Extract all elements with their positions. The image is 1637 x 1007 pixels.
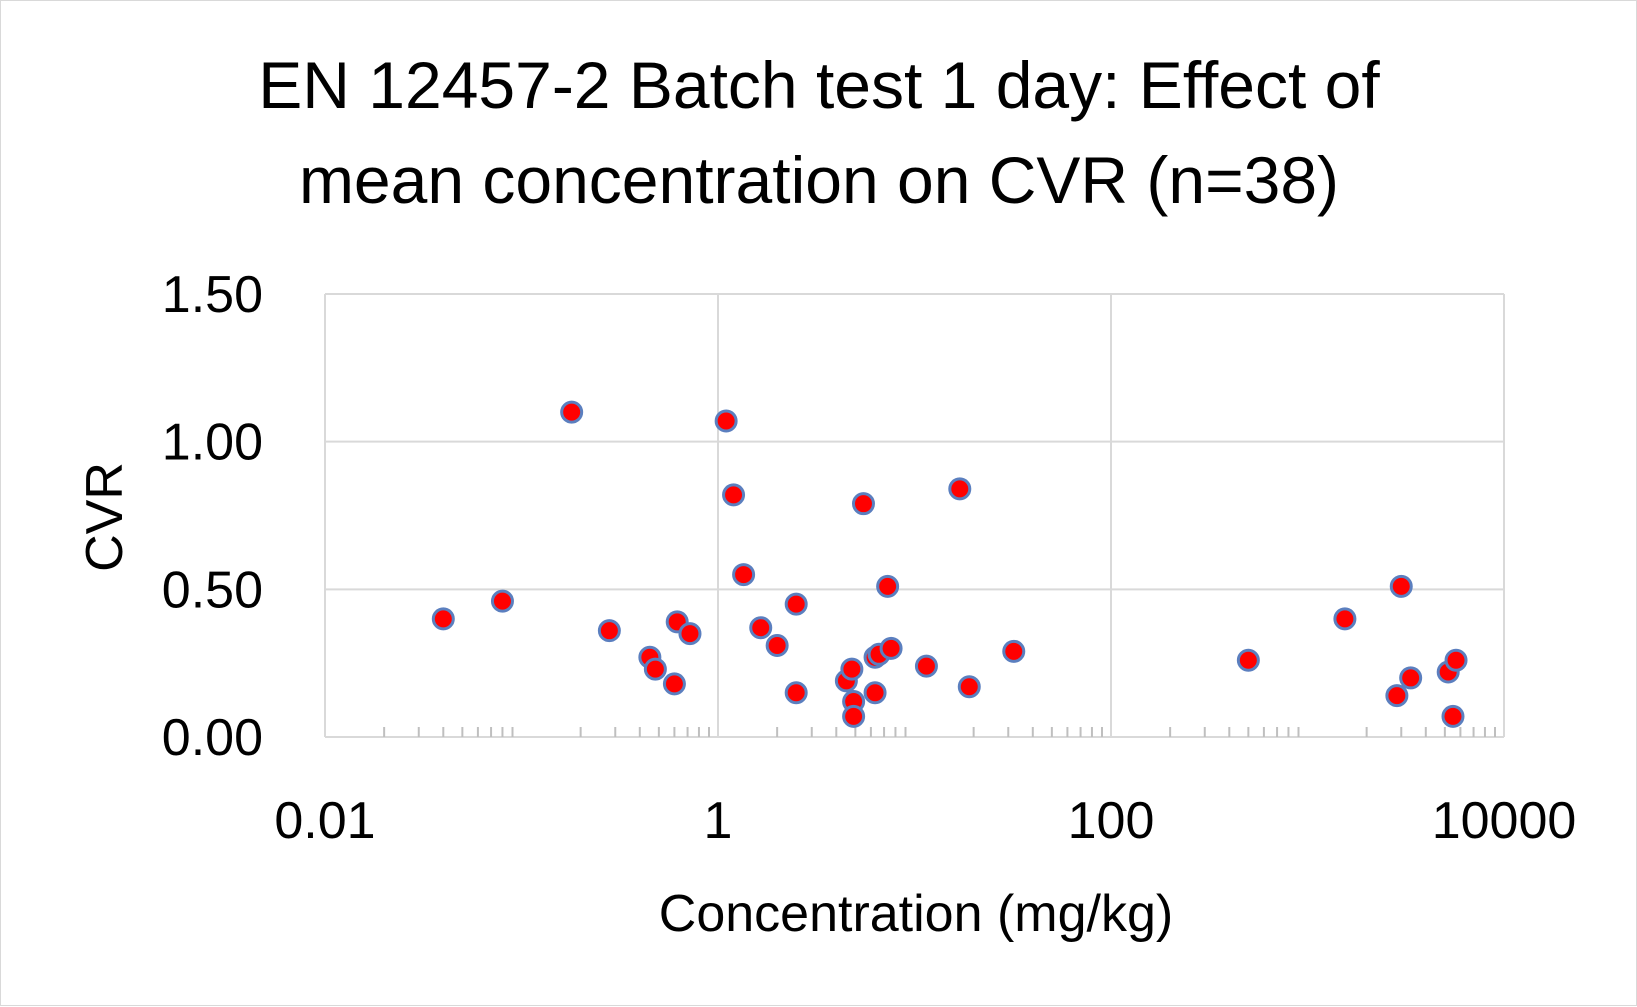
data-point bbox=[1002, 639, 1026, 663]
data-point bbox=[490, 589, 514, 613]
data-points bbox=[431, 400, 1468, 728]
y-tick-labels: 0.00 0.50 1.00 1.50 bbox=[162, 266, 263, 767]
data-point bbox=[957, 675, 981, 699]
data-point bbox=[1444, 648, 1468, 672]
y-tick-label: 1.00 bbox=[162, 414, 263, 472]
data-point bbox=[749, 616, 773, 640]
data-point bbox=[842, 704, 866, 728]
data-point bbox=[722, 483, 746, 507]
data-point bbox=[1389, 574, 1413, 598]
data-point bbox=[431, 607, 455, 631]
data-point bbox=[914, 654, 938, 678]
data-point bbox=[879, 636, 903, 660]
data-point bbox=[784, 681, 808, 705]
data-point bbox=[840, 657, 864, 681]
data-point bbox=[876, 574, 900, 598]
data-point bbox=[784, 592, 808, 616]
x-tick-labels: 0.01 1 100 10000 bbox=[274, 792, 1576, 850]
data-point bbox=[714, 409, 738, 433]
data-point bbox=[643, 657, 667, 681]
y-tick-label: 1.50 bbox=[162, 266, 263, 324]
x-tick-label: 100 bbox=[1068, 792, 1155, 850]
data-point bbox=[1333, 607, 1357, 631]
data-point bbox=[1385, 684, 1409, 708]
gridlines bbox=[324, 293, 1505, 738]
chart-title: EN 12457-2 Batch test 1 day: Effect of m… bbox=[258, 48, 1380, 217]
data-point bbox=[732, 563, 756, 587]
axes bbox=[325, 727, 1504, 738]
chart-title-line-1: EN 12457-2 Batch test 1 day: Effect of bbox=[258, 48, 1380, 122]
y-axis-title: CVR bbox=[76, 462, 134, 572]
x-axis-title: Concentration (mg/kg) bbox=[659, 885, 1173, 943]
x-tick-label: 1 bbox=[704, 792, 733, 850]
chart-title-line-2: mean concentration on CVR (n=38) bbox=[299, 143, 1339, 217]
data-point bbox=[948, 477, 972, 501]
data-point bbox=[863, 681, 887, 705]
x-tick-label: 0.01 bbox=[274, 792, 375, 850]
data-point bbox=[1236, 648, 1260, 672]
data-point bbox=[560, 400, 584, 424]
data-point bbox=[678, 622, 702, 646]
data-point bbox=[597, 619, 621, 643]
data-point bbox=[765, 633, 789, 657]
x-tick-label: 10000 bbox=[1432, 792, 1577, 850]
data-point bbox=[851, 492, 875, 516]
data-point bbox=[1399, 666, 1423, 690]
y-tick-label: 0.50 bbox=[162, 561, 263, 619]
y-tick-label: 0.00 bbox=[162, 709, 263, 767]
data-point bbox=[662, 672, 686, 696]
data-point bbox=[1441, 704, 1465, 728]
